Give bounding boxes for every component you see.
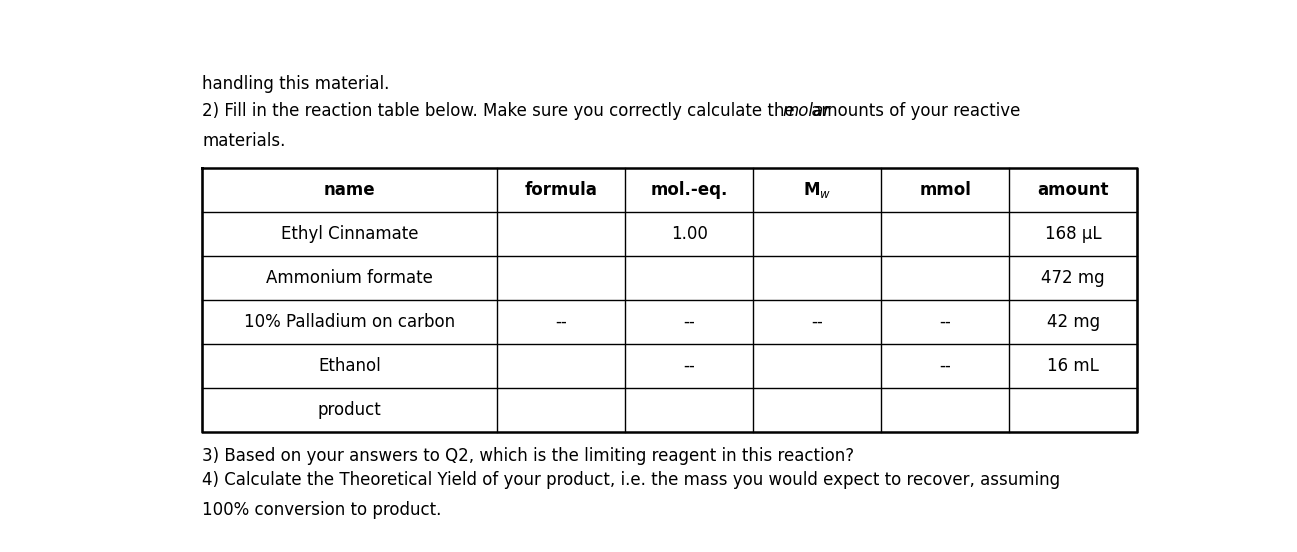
Text: --: --: [939, 313, 951, 331]
Text: Ammonium formate: Ammonium formate: [266, 269, 433, 287]
Text: 1.00: 1.00: [671, 225, 708, 243]
Text: formula: formula: [525, 181, 598, 199]
Text: Ethanol: Ethanol: [318, 357, 381, 375]
Text: --: --: [939, 357, 951, 375]
Text: 3) Based on your answers to Q2, which is the limiting reagent in this reaction?: 3) Based on your answers to Q2, which is…: [202, 447, 855, 465]
Text: amount: amount: [1038, 181, 1109, 199]
Text: M$_w$: M$_w$: [803, 180, 831, 200]
Text: --: --: [684, 357, 695, 375]
Text: 10% Palladium on carbon: 10% Palladium on carbon: [244, 313, 455, 331]
Text: --: --: [684, 313, 695, 331]
Text: product: product: [318, 401, 381, 419]
Text: Ethyl Cinnamate: Ethyl Cinnamate: [281, 225, 419, 243]
Text: molar: molar: [782, 102, 830, 120]
Text: --: --: [555, 313, 567, 331]
Text: amounts of your reactive: amounts of your reactive: [805, 102, 1019, 120]
Text: name: name: [324, 181, 376, 199]
Text: 16 mL: 16 mL: [1047, 357, 1099, 375]
Text: 472 mg: 472 mg: [1041, 269, 1105, 287]
Text: 42 mg: 42 mg: [1047, 313, 1100, 331]
Text: 2) Fill in the reaction table below. Make sure you correctly calculate the: 2) Fill in the reaction table below. Mak…: [202, 102, 800, 120]
Text: materials.: materials.: [202, 132, 285, 150]
Text: 168 μL: 168 μL: [1045, 225, 1101, 243]
Text: 4) Calculate the Theoretical Yield of your product, i.e. the mass you would expe: 4) Calculate the Theoretical Yield of yo…: [202, 471, 1061, 489]
Text: mol.-eq.: mol.-eq.: [651, 181, 728, 199]
Text: mmol: mmol: [920, 181, 971, 199]
Text: 100% conversion to product.: 100% conversion to product.: [202, 501, 442, 519]
Text: handling this material.: handling this material.: [202, 75, 389, 93]
Text: --: --: [812, 313, 824, 331]
